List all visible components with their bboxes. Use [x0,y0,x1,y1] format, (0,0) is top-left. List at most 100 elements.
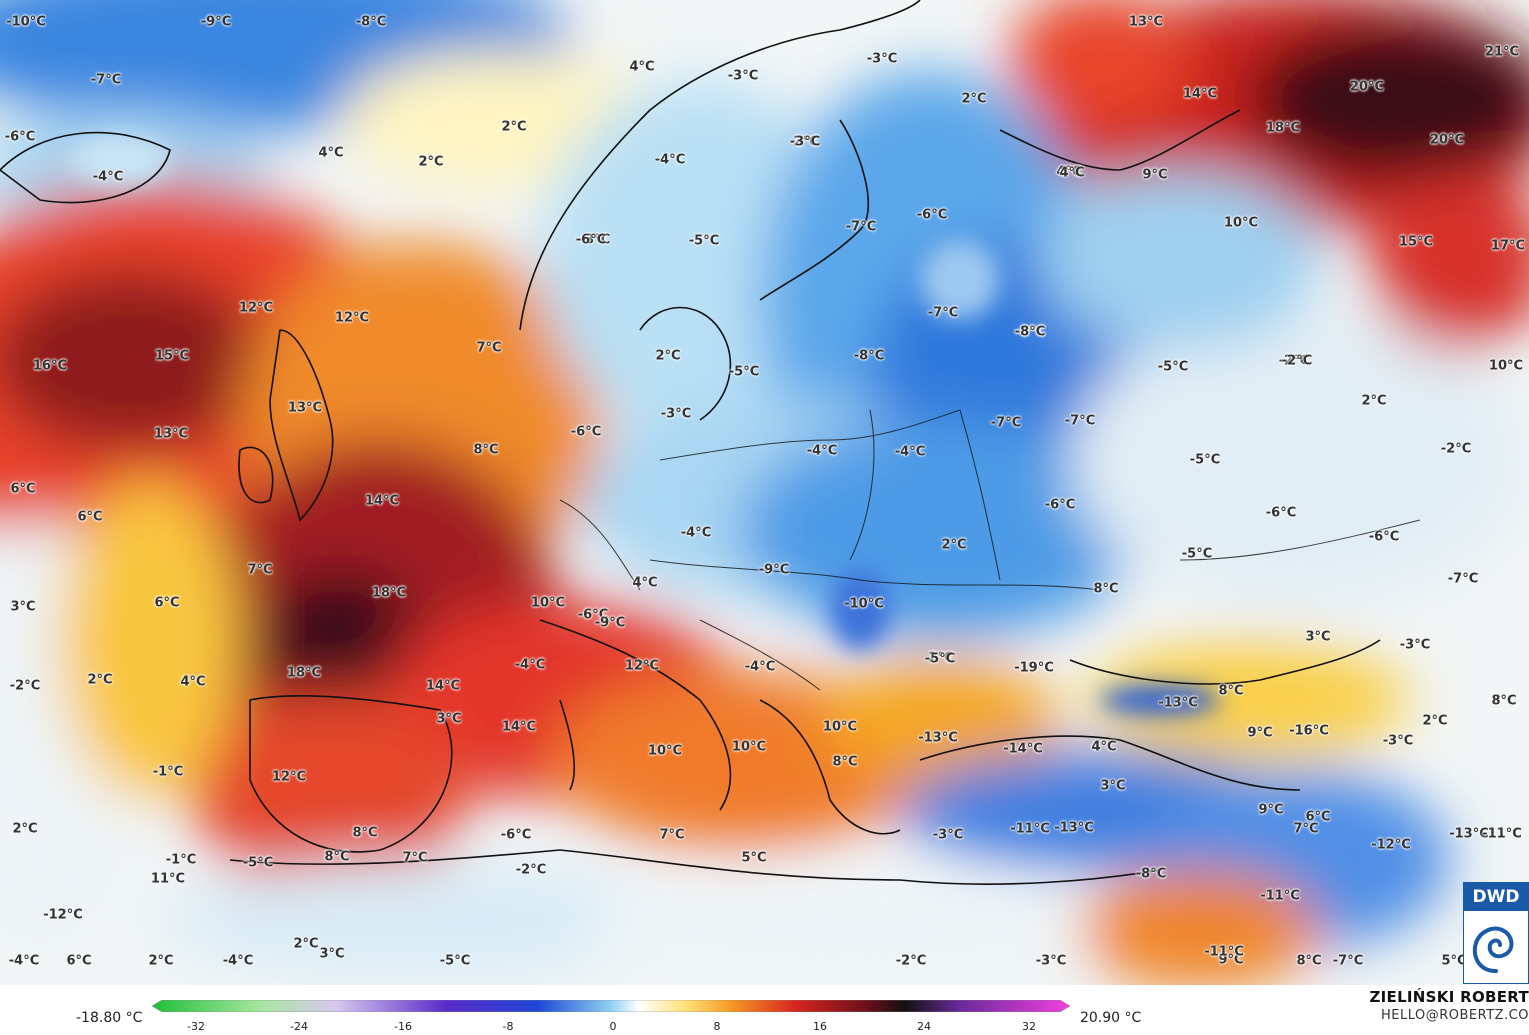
temperature-label: -1°C [165,852,197,868]
temperature-label: -3°C [932,827,964,843]
temperature-label: 2°C [655,348,681,364]
temperature-label: 2°C [501,119,527,135]
temperature-label: -11°C [1482,826,1522,842]
temperature-label: 2°C [148,953,174,969]
temperature-label: -4°C [806,443,838,459]
temperature-label: -5°C [924,651,956,667]
temperature-label: 2°C [1361,393,1387,409]
colorbar-tick-label: 8 [713,1020,721,1033]
temperature-label: -6°C [1368,529,1400,545]
temperature-label: -2°C [1440,441,1472,457]
temperature-label: 14°C [1182,86,1218,102]
temperature-label: -5°C [242,855,274,871]
temperature-label: 15°C [1398,234,1434,250]
temperature-label: 8°C [1491,693,1517,709]
temperature-label: -19°C [1014,660,1054,676]
temperature-label: -6°C [575,232,607,248]
temperature-label: 18°C [1265,120,1301,136]
scale-min-label: -18.80 °C [76,1010,143,1026]
author-credit: ZIELIŃSKI ROBERT [1369,988,1529,1006]
temperature-label: -7°C [927,305,959,321]
temperature-label: -11°C [1010,821,1050,837]
borders [559,409,1421,691]
coastlines [0,0,1381,885]
temperature-field [0,0,1529,985]
temperature-label: -5°C [439,953,471,969]
dwd-logo: DWD [1463,882,1529,984]
temperature-label: 4°C [632,575,658,591]
temperature-label: 7°C [476,340,502,356]
temperature-label: 7°C [247,562,273,578]
temperature-label: -5°C [1157,359,1189,375]
temperature-label: 15°C [154,348,190,364]
temperature-label: 9°C [1247,725,1273,741]
temperature-label: 2°C [1422,713,1448,729]
temperature-label: 16°C [32,358,68,374]
temperature-label: -5°C [728,364,760,380]
temperature-label: 4°C [318,145,344,161]
colorbar-tick-label: -32 [187,1020,205,1033]
temperature-label: -4°C [744,659,776,675]
temperature-label: 6°C [10,481,36,497]
temperature-label: -6°C [1265,505,1297,521]
colorbar-tick-label: 24 [917,1020,931,1033]
temperature-label: 7°C [1293,821,1319,837]
temperature-label: -13°C [1158,695,1198,711]
temperature-label: -9°C [594,615,626,631]
dwd-swirl-icon [1472,926,1514,973]
colorbar-tick-label: -16 [394,1020,412,1033]
temperature-label: 4°C [1056,164,1082,180]
temperature-label: 4°C [180,674,206,690]
temperature-label: -8°C [1135,866,1167,882]
temperature-label: 14°C [364,493,400,509]
temperature-label: -8°C [853,348,885,364]
temperature-label: -5°C [1181,546,1213,562]
temperature-label: -11°C [1204,944,1244,960]
temperature-label: -7°C [1447,571,1479,587]
temperature-label: -10°C [6,14,46,30]
temperature-label: -2°C [515,862,547,878]
temperature-label: 10°C [1223,215,1259,231]
colorbar-tick-label: -8 [502,1020,514,1033]
temperature-label: -4°C [680,525,712,541]
temperature-label: 8°C [352,825,378,841]
temperature-label: -10°C [844,596,884,612]
temperature-label: 18°C [371,585,407,601]
temperature-label: -4°C [894,444,926,460]
temperature-label: 10°C [822,719,858,735]
temperature-label: 20°C [1429,132,1465,148]
temperature-label: -3°C [579,232,611,248]
temperature-label: -13°C [918,730,958,746]
temperature-label: -8°C [1014,324,1046,340]
temperature-label: 13°C [1128,14,1164,30]
temperature-label: 14°C [425,678,461,694]
temperature-label: -12°C [43,907,83,923]
temperature-label: -7°C [845,219,877,235]
temperature-label: -4°C [654,152,686,168]
temperature-label: 10°C [1488,358,1524,374]
temperature-label: -6°C [500,827,532,843]
temperature-label: -7°C [990,415,1022,431]
temperature-label: 8°C [1296,953,1322,969]
temperature-label: 12°C [334,310,370,326]
temperature-label: -6°C [4,129,36,145]
temperature-label: 13°C [153,426,189,442]
temperature-label: 8°C [324,849,350,865]
temperature-label: 8°C [1218,683,1244,699]
temperature-label: 21°C [1484,44,1520,60]
temperature-label: 9°C [1258,802,1284,818]
temperature-label: 4°C [1091,739,1117,755]
temperature-label: 8°C [473,442,499,458]
temperature-label: -5°C [688,233,720,249]
temperature-label: 3°C [1305,629,1331,645]
temperature-label: -2°C [895,953,927,969]
author-email: HELLO@ROBERTZ.CO [1380,1008,1529,1023]
temperature-label: -4°C [514,657,546,673]
temperature-label: 8°C [832,754,858,770]
temperature-label: 6°C [66,953,92,969]
temperature-label: 2°C [12,821,38,837]
temperature-label: 2°C [793,134,819,150]
temperature-label: 6°C [1305,809,1331,825]
temperature-label: -8°C [1014,324,1046,340]
map-canvas [0,0,1529,985]
